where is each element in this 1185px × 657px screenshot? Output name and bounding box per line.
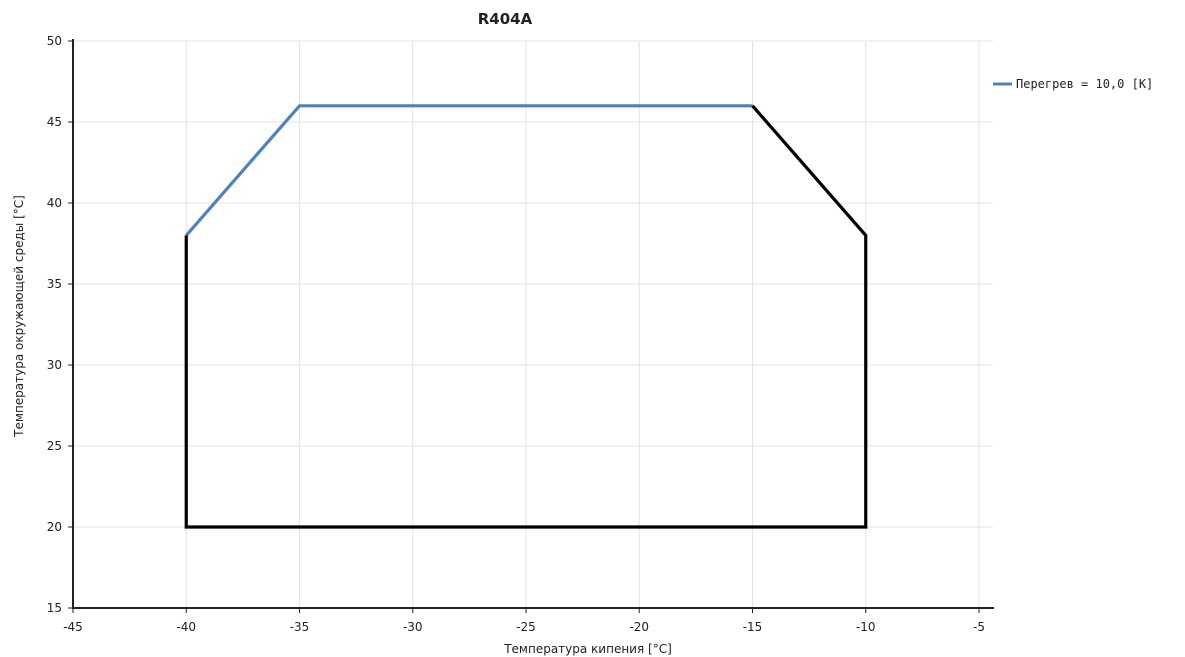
- x-tick-label: -40: [176, 620, 196, 634]
- y-tick-label: 50: [47, 34, 62, 48]
- y-tick-label: 45: [47, 115, 62, 129]
- chart-title: R404A: [478, 10, 533, 28]
- x-tick-label: -5: [973, 620, 985, 634]
- x-tick-label: -35: [290, 620, 310, 634]
- x-tick-label: -25: [516, 620, 536, 634]
- legend: Перегрев = 10,0 [K]: [993, 77, 1153, 91]
- y-tick-label: 20: [47, 520, 62, 534]
- y-tick-label: 30: [47, 358, 62, 372]
- y-tick-label: 15: [47, 601, 62, 615]
- x-tick-label: -30: [403, 620, 423, 634]
- y-tick-label: 40: [47, 196, 62, 210]
- x-tick-label: -15: [743, 620, 763, 634]
- y-axis-label: Температура окружающей среды [°C]: [12, 195, 26, 438]
- y-tick-label: 35: [47, 277, 62, 291]
- series-line-superheat: [185, 104, 753, 237]
- legend-entry-label: Перегрев = 10,0 [K]: [1016, 77, 1153, 91]
- x-axis-label: Температура кипения [°C]: [503, 642, 672, 656]
- plot-area: [184, 104, 868, 529]
- x-tick-label: -10: [856, 620, 876, 634]
- x-tick-label: -20: [629, 620, 649, 634]
- grid: [73, 40, 993, 608]
- y-tick-label: 25: [47, 439, 62, 453]
- axes: -45 -40 -35 -30 -25 -20 -15 -10 -5 15 20 25 30 35 40 45…: [47, 34, 994, 634]
- x-tick-label: -45: [63, 620, 83, 634]
- envelope-boundary-line: [184, 104, 868, 529]
